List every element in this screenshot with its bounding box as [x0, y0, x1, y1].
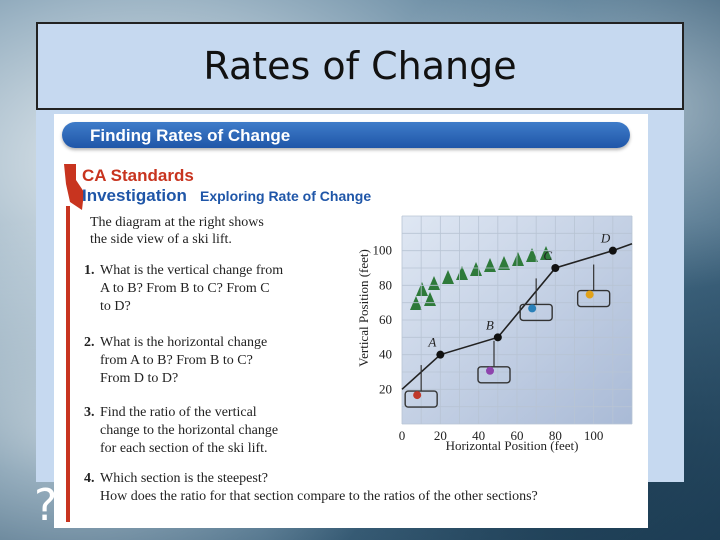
- y-axis-label: Vertical Position (feet): [356, 249, 371, 367]
- tree-icon: [442, 270, 454, 284]
- x-axis-label: Horizontal Position (feet): [446, 438, 579, 453]
- tree-icon: [526, 248, 538, 262]
- y-tick-label: 80: [379, 277, 392, 292]
- standards-label: CA Standards: [82, 166, 194, 185]
- intro-text: The diagram at the right shows the side …: [90, 214, 320, 248]
- point-label-b: B: [486, 317, 494, 332]
- x-tick-label: 20: [434, 428, 447, 443]
- ski-chair-icon: [477, 366, 511, 384]
- point-label-c: C: [543, 248, 552, 263]
- intro-line: The diagram at the right shows: [90, 215, 264, 230]
- investigation-heading: Exploring Rate of Change: [200, 188, 372, 204]
- tree-icon: [512, 252, 524, 266]
- investigation-label: Investigation: [82, 186, 187, 205]
- ski-lift-chart: A B C D 20 40 60 80 100 0 20 40 60 80 100 Vertical Pos…: [356, 215, 633, 453]
- question-line: A to B? From B to C? From C: [100, 281, 270, 296]
- skier-icon: [585, 290, 594, 299]
- x-tick-label: 60: [511, 428, 524, 443]
- ski-chair-icon: [576, 289, 611, 308]
- y-tick-label: 40: [379, 347, 392, 362]
- tree-icon: [456, 266, 468, 280]
- question-line: for each section of the ski lift.: [100, 441, 268, 456]
- california-state-icon: [64, 164, 84, 210]
- x-tick-label: 80: [549, 428, 562, 443]
- question-3: 3. Find the ratio of the vertical change…: [84, 404, 340, 458]
- y-tick-label: 100: [373, 243, 393, 258]
- question-line: What is the horizontal change: [100, 335, 268, 350]
- tree-icon: [416, 282, 428, 296]
- x-tick-label: 0: [399, 428, 406, 443]
- banner-title: Finding Rates of Change: [90, 126, 291, 145]
- skier-icon: [486, 366, 494, 375]
- ski-chair-icon: [404, 390, 438, 408]
- question-line: change to the horizontal change: [100, 423, 279, 438]
- tree-icon: [428, 276, 440, 290]
- skier-icon: [528, 304, 537, 313]
- data-point-d: [608, 246, 617, 255]
- question-line: What is the vertical change from: [100, 263, 284, 278]
- corner-question-mark: ?: [34, 480, 58, 531]
- tree-icon: [484, 258, 496, 272]
- point-label-d: D: [600, 231, 611, 246]
- question-number: 1.: [84, 263, 95, 278]
- x-tick-label: 100: [584, 428, 604, 443]
- question-number: 2.: [84, 335, 95, 350]
- data-point-c: [551, 264, 560, 272]
- question-number: 3.: [84, 405, 95, 420]
- ski-chair-icon: [519, 303, 553, 322]
- intro-line: the side view of a ski lift.: [90, 232, 232, 247]
- question-line: From D to D?: [100, 371, 179, 386]
- question-line: to D?: [100, 299, 131, 314]
- x-tick-label: 40: [472, 428, 485, 443]
- question-line: Which section is the steepest?: [100, 471, 268, 486]
- title-bar: Rates of Change: [36, 22, 684, 110]
- section-banner: Finding Rates of Change: [62, 122, 630, 148]
- question-2: 2. What is the horizontal change from A …: [84, 334, 340, 388]
- data-point-a: [436, 350, 445, 359]
- y-tick-label: 20: [379, 381, 392, 396]
- question-line: from A to B? From B to C?: [100, 353, 253, 368]
- textbook-page: Finding Rates of Change CA Standards Inv…: [54, 114, 648, 528]
- question-number: 4.: [84, 471, 95, 486]
- margin-rule: [66, 206, 70, 522]
- question-line: Find the ratio of the vertical: [100, 405, 257, 420]
- y-tick-label: 60: [379, 312, 392, 327]
- skier-icon: [413, 391, 422, 400]
- point-label-a: A: [427, 335, 436, 350]
- slide-title: Rates of Change: [203, 44, 517, 88]
- data-point-b: [493, 333, 502, 342]
- question-1: 1. What is the vertical change from A to…: [84, 262, 340, 316]
- question-4: 4. Which section is the steepest? How do…: [84, 470, 620, 506]
- tree-icon: [540, 246, 552, 260]
- tree-icon: [498, 256, 510, 270]
- question-line: How does the ratio for that section comp…: [100, 489, 538, 504]
